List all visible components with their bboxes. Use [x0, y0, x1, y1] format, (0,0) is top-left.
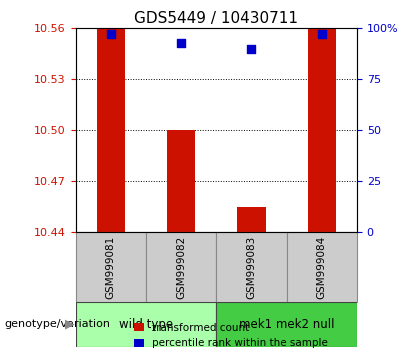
Point: [178, 40, 184, 45]
Text: genotype/variation: genotype/variation: [4, 319, 110, 329]
Bar: [308, 0, 336, 232]
Text: GSM999084: GSM999084: [317, 236, 327, 299]
Text: ▶: ▶: [65, 318, 75, 330]
Text: GSM999083: GSM999083: [247, 236, 257, 299]
Text: GSM999081: GSM999081: [106, 236, 116, 299]
FancyBboxPatch shape: [216, 232, 286, 302]
Bar: [167, 130, 195, 232]
FancyBboxPatch shape: [146, 232, 216, 302]
Bar: [237, 207, 265, 232]
FancyBboxPatch shape: [286, 232, 357, 302]
FancyBboxPatch shape: [216, 302, 357, 347]
Point: [318, 32, 325, 37]
Bar: [97, 20, 125, 232]
Text: wild type: wild type: [119, 318, 173, 331]
Text: GSM999082: GSM999082: [176, 236, 186, 299]
Legend: transformed count, percentile rank within the sample: transformed count, percentile rank withi…: [129, 319, 333, 352]
Title: GDS5449 / 10430711: GDS5449 / 10430711: [134, 11, 298, 26]
Point: [108, 32, 114, 37]
Text: mek1 mek2 null: mek1 mek2 null: [239, 318, 334, 331]
FancyBboxPatch shape: [76, 232, 146, 302]
Point: [248, 46, 255, 52]
FancyBboxPatch shape: [76, 302, 216, 347]
